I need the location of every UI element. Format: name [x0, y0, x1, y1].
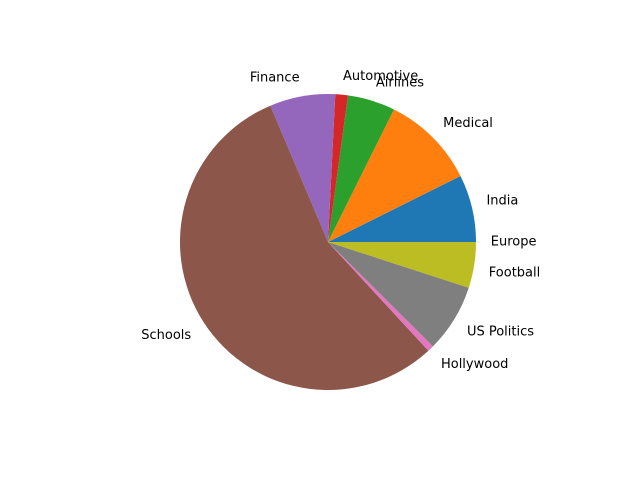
slice-label-medical: Medical [443, 116, 493, 131]
slice-label-finance: Finance [250, 71, 300, 86]
pie-slice-schools [180, 105, 429, 390]
pie-slice-automotive [328, 94, 348, 242]
slice-label-airlines: Airlines [376, 75, 424, 90]
pie-slice-india [328, 176, 476, 242]
pie-slice-airlines [328, 95, 394, 243]
pie-slice-us-politics [328, 242, 469, 347]
pie-slice-medical [328, 109, 461, 242]
slices-layer [180, 94, 476, 390]
pie-slice-finance [270, 94, 336, 242]
slice-label-europe: Europe [491, 235, 537, 250]
slice-label-football: Football [489, 265, 540, 280]
slice-label-us-politics: US Politics [467, 325, 534, 340]
slice-label-schools: Schools [141, 328, 191, 343]
pie-slice-hollywood [328, 242, 433, 351]
slice-label-automotive: Automotive [343, 69, 418, 84]
slice-label-india: India [486, 194, 518, 209]
pie-slice-football [328, 242, 476, 288]
slice-label-hollywood: Hollywood [441, 357, 508, 372]
